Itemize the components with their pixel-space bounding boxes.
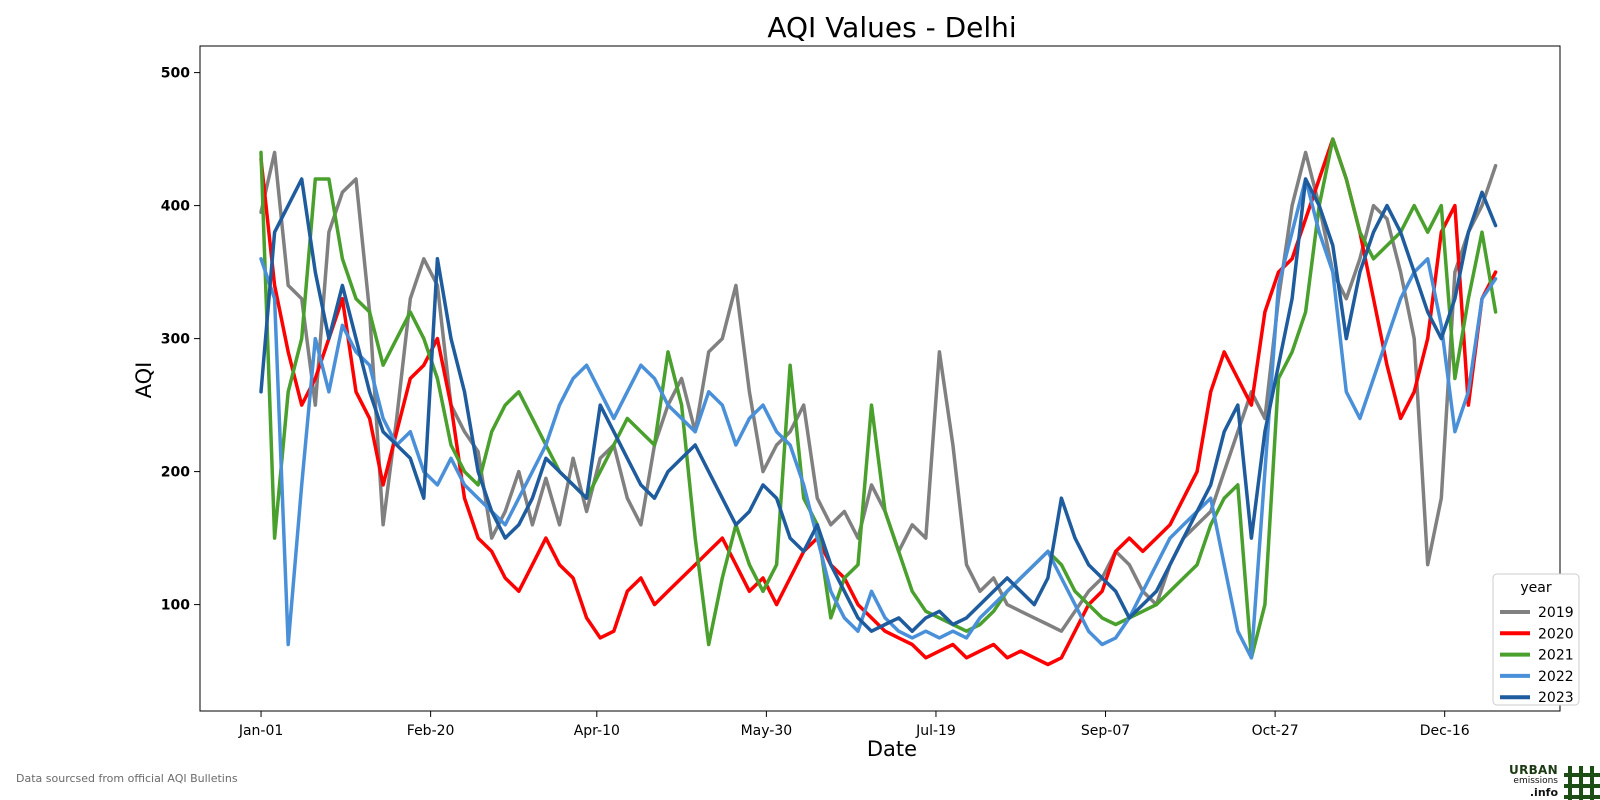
legend-label-2020: 2020 <box>1538 626 1574 642</box>
legend-label-2021: 2021 <box>1538 648 1574 664</box>
series-line-2022 <box>259 177 1498 660</box>
x-tick-label: Oct-27 <box>1252 723 1299 739</box>
x-tick-label: May-30 <box>741 723 793 739</box>
legend-label-2023: 2023 <box>1538 690 1574 706</box>
y-tick-label: 500 <box>161 66 190 82</box>
y-axis-ticks: 100 200 300 400 500 <box>161 66 200 614</box>
x-tick-label: Jul-19 <box>915 723 956 739</box>
urban-emissions-logo: URBAN emissions .info <box>1500 764 1600 800</box>
y-tick-label: 400 <box>161 199 190 215</box>
x-tick-label: Apr-10 <box>574 723 620 739</box>
series-line-2021 <box>259 137 1498 660</box>
legend: year 2019 2020 2021 2022 2023 <box>1492 573 1580 706</box>
chart-title: AQI Values - Delhi <box>767 11 1016 44</box>
x-axis-ticks: Jan-01 Feb-20 Apr-10 May-30 Jul-19 Sep-07 Oct-… <box>238 711 1470 739</box>
legend-title: year <box>1520 580 1551 596</box>
data-source-note: Data sourcsed from official AQI Bulletin… <box>16 772 238 785</box>
legend-label-2022: 2022 <box>1538 669 1574 685</box>
plot-lines <box>259 137 1498 667</box>
x-tick-label: Feb-20 <box>407 723 455 739</box>
logo-line-3: .info <box>1529 786 1558 799</box>
series-line-2020 <box>259 137 1498 667</box>
y-tick-label: 200 <box>161 465 190 481</box>
y-axis-label: AQI <box>132 362 156 399</box>
x-tick-label: Sep-07 <box>1081 723 1130 739</box>
series-line-2019 <box>259 150 1498 633</box>
x-axis-label: Date <box>867 737 917 761</box>
series-line-2023 <box>259 177 1498 633</box>
logo-grid-icon <box>1564 766 1600 800</box>
logo-line-1: URBAN <box>1509 763 1558 777</box>
plot-frame <box>199 45 1561 712</box>
y-tick-label: 300 <box>161 332 190 348</box>
legend-label-2019: 2019 <box>1538 605 1574 621</box>
legend-box <box>1492 573 1580 706</box>
x-tick-label: Dec-16 <box>1420 723 1470 739</box>
logo-line-2: emissions <box>1513 776 1558 786</box>
y-tick-label: 100 <box>161 598 190 614</box>
x-tick-label: Jan-01 <box>238 723 283 739</box>
